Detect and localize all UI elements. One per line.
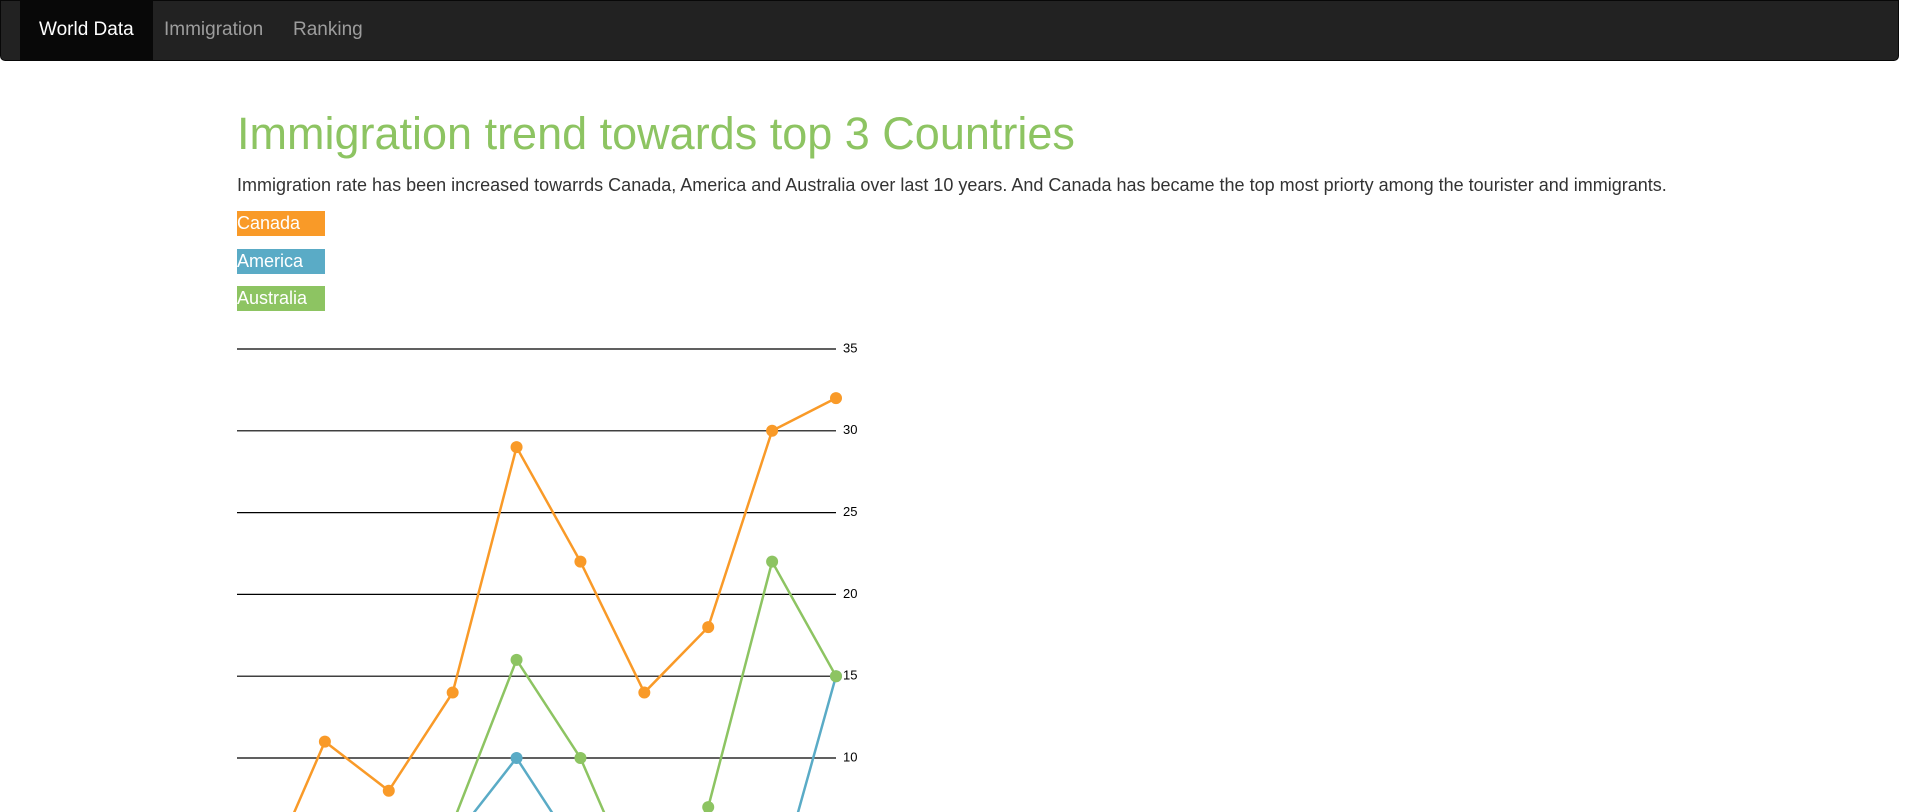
data-point — [510, 653, 523, 666]
data-point — [766, 424, 779, 437]
data-point — [830, 670, 842, 683]
data-point — [510, 752, 523, 764]
legend-item: America — [237, 248, 325, 274]
data-point — [702, 801, 715, 812]
y-tick-label: 20 — [843, 586, 857, 601]
data-point — [574, 555, 587, 568]
data-point — [446, 686, 459, 699]
description: Immigration rate has been increased towa… — [237, 175, 1667, 195]
data-point — [830, 392, 842, 405]
y-tick-label: 10 — [843, 749, 857, 764]
y-tick-label: 25 — [843, 504, 857, 519]
nav-link[interactable]: Ranking — [293, 19, 363, 40]
navbar: World Data Immigration Ranking — [0, 0, 1899, 61]
data-point — [574, 752, 587, 764]
series-line — [455, 558, 838, 812]
nav-link[interactable]: World Data — [20, 1, 153, 61]
data-point — [510, 441, 523, 454]
y-tick-label: 35 — [843, 340, 857, 355]
data-point — [318, 735, 331, 748]
data-point — [766, 555, 779, 568]
page-title: Immigration trend towards top 3 Countrie… — [237, 108, 1075, 159]
y-tick-label: 15 — [843, 668, 857, 683]
y-tick-label: 30 — [843, 422, 857, 437]
series-line — [472, 675, 838, 812]
data-point — [382, 784, 395, 797]
nav-link[interactable]: Immigration — [164, 19, 264, 40]
legend-item: Canada — [237, 211, 325, 236]
data-point — [702, 621, 715, 634]
legend-item: Australia — [237, 286, 325, 311]
series-line — [292, 396, 837, 812]
data-point — [638, 686, 651, 699]
